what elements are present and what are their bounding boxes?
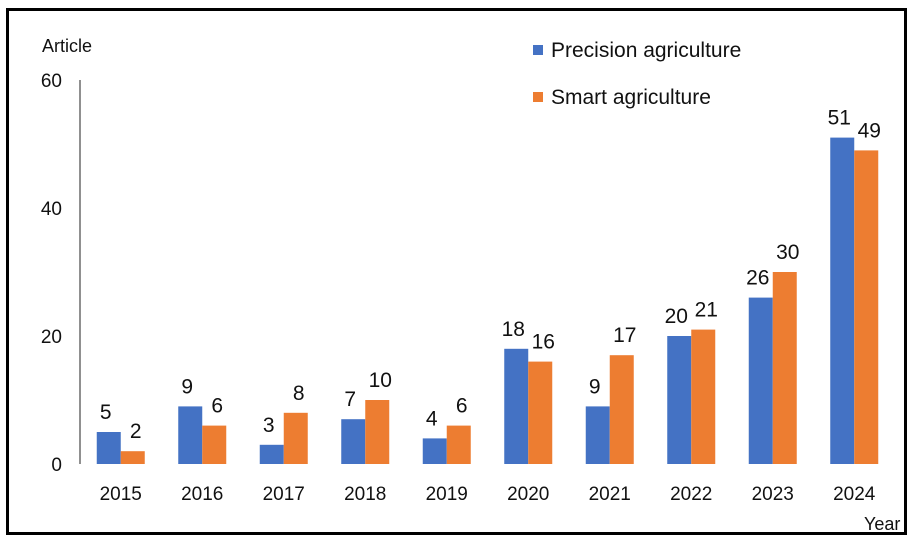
legend-label: Precision agriculture	[551, 39, 741, 62]
x-tick-label: 2022	[670, 484, 712, 505]
x-tick-label: 2024	[833, 484, 876, 505]
x-tick-label: 2023	[752, 484, 794, 505]
y-tick-label: 40	[41, 199, 62, 220]
x-tick-label: 2019	[426, 484, 468, 505]
data-label: 6	[211, 395, 223, 418]
data-label: 49	[858, 119, 881, 142]
data-label: 2	[130, 420, 142, 443]
x-axis-ticks: 2015 2016 2017 2018 2019 2020 2021 2022 2023 2024	[100, 484, 876, 505]
bar-smart	[691, 329, 716, 464]
data-label: 26	[746, 267, 769, 290]
data-label: 8	[293, 382, 305, 405]
bar-smart	[854, 150, 879, 464]
data-label: 10	[369, 369, 392, 392]
y-axis-title: Article	[42, 36, 92, 56]
bar-smart	[202, 425, 227, 464]
bar-smart	[446, 425, 471, 464]
bar-smart	[772, 272, 797, 464]
y-tick-label: 0	[51, 455, 62, 476]
x-tick-label: 2017	[263, 484, 305, 505]
data-label: 9	[589, 375, 601, 398]
bar-precision	[178, 406, 203, 464]
data-label: 4	[426, 407, 438, 430]
data-label: 7	[344, 388, 356, 411]
data-label: 16	[532, 331, 555, 354]
legend-swatch	[533, 45, 543, 55]
data-label: 18	[502, 318, 525, 341]
data-label: 5	[100, 401, 112, 424]
bar-precision	[96, 432, 121, 464]
data-label: 21	[695, 299, 718, 322]
bar-precision	[748, 297, 773, 464]
x-axis-title: Year	[864, 514, 900, 534]
y-tick-label: 20	[41, 327, 62, 348]
y-axis-ticks: 0 20 40 60	[41, 71, 62, 476]
y-tick-label: 60	[41, 71, 62, 92]
bars	[96, 137, 879, 464]
legend: Precision agriculture Smart agriculture	[533, 39, 741, 109]
x-tick-label: 2021	[589, 484, 631, 505]
data-label: 9	[181, 375, 193, 398]
data-label: 17	[613, 324, 636, 347]
x-tick-label: 2015	[100, 484, 142, 505]
data-label: 3	[263, 414, 275, 437]
legend-label: Smart agriculture	[551, 86, 711, 109]
bar-smart	[609, 355, 634, 464]
bar-smart	[283, 412, 308, 464]
x-tick-label: 2020	[507, 484, 549, 505]
data-label: 6	[456, 395, 468, 418]
data-label: 20	[665, 305, 688, 328]
legend-swatch	[533, 92, 543, 102]
bar-precision	[830, 137, 855, 464]
bar-precision	[422, 438, 447, 464]
data-label: 51	[828, 107, 851, 130]
bar-smart	[528, 361, 553, 464]
bar-smart	[365, 400, 390, 464]
x-tick-label: 2016	[181, 484, 223, 505]
data-label: 30	[776, 241, 799, 264]
bar-precision	[585, 406, 610, 464]
bar-precision	[341, 419, 366, 464]
bar-smart	[120, 451, 145, 464]
bar-precision	[504, 348, 529, 464]
bar-precision	[259, 444, 284, 464]
x-tick-label: 2018	[344, 484, 386, 505]
bar-precision	[667, 336, 692, 464]
